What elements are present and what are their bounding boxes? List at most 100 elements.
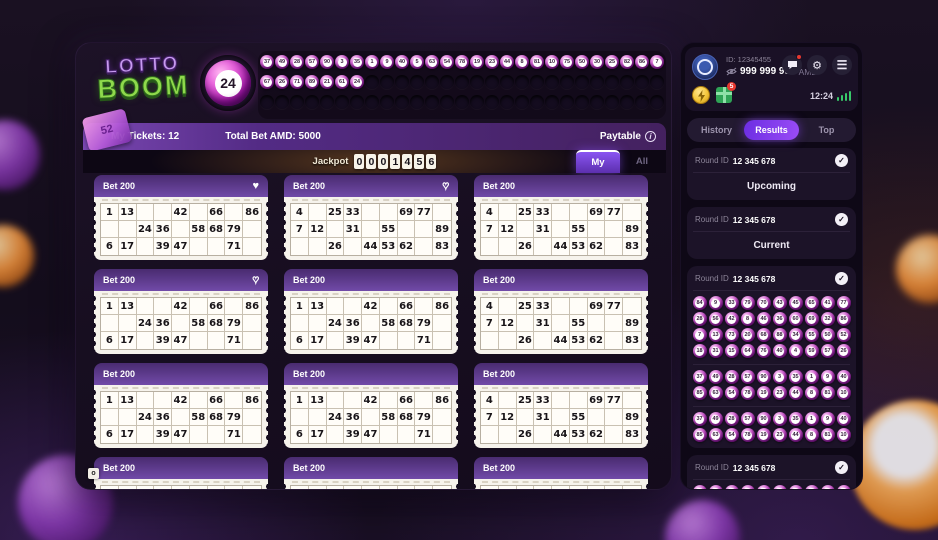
ticket-cell: 83 — [435, 241, 450, 252]
ticket-cell: 4 — [481, 392, 499, 409]
ticket-cell: 58 — [189, 409, 208, 426]
ticket-cell — [534, 426, 553, 443]
ticket-header: Bet 200 — [94, 269, 268, 291]
ticket-header: Bet 200 — [284, 175, 458, 197]
result-ball: 81 — [820, 428, 835, 442]
ticket-cell — [498, 298, 517, 315]
draw-row — [260, 95, 664, 109]
perforation-left — [93, 294, 99, 351]
ticket-cell: 66 — [207, 392, 226, 409]
ticket-cell: 71 — [225, 426, 244, 443]
ticket-cell — [398, 426, 416, 443]
round-status: Current — [753, 240, 790, 251]
drawn-ball: 35 — [350, 55, 364, 69]
ticket-cell: 13 — [118, 298, 137, 315]
ticket-cell — [433, 486, 451, 489]
scroll-marker[interactable]: o — [88, 468, 99, 479]
lotto-boom-logo: LOTTO BOOM — [87, 52, 199, 106]
empty-slot — [470, 95, 484, 109]
tab-top[interactable]: Top — [818, 125, 835, 135]
bonus-coin-button[interactable] — [692, 86, 710, 104]
empty-slot — [530, 95, 544, 109]
round-status: Upcoming — [747, 181, 796, 192]
gift-button[interactable]: 5 — [716, 82, 736, 103]
favorite-heart-icon[interactable] — [252, 275, 259, 286]
favorite-heart-icon[interactable] — [252, 181, 259, 192]
perforation-right — [643, 294, 649, 351]
empty-slot — [425, 75, 439, 89]
ticket-cell — [326, 392, 345, 409]
ticket-cell — [309, 238, 327, 255]
drawn-ball: 89 — [305, 75, 319, 89]
ticket-cell — [291, 238, 309, 255]
result-ball: 19 — [756, 428, 771, 442]
result-ball: 45 — [788, 485, 803, 489]
ticket-cell — [623, 486, 641, 489]
total-bet-label: Total Bet AMD: — [225, 131, 296, 142]
empty-slot — [485, 95, 499, 109]
ticket-cell: 68 — [397, 409, 416, 426]
round-header: Round ID 12 345 678 — [695, 154, 848, 167]
round-header: Round ID 12 345 678 — [695, 461, 848, 474]
menu-button[interactable]: ☰ — [832, 55, 852, 75]
ticket-cell: 47 — [172, 426, 190, 443]
ticket-cell — [327, 426, 345, 443]
eye-off-icon[interactable] — [726, 67, 737, 76]
tab-history[interactable]: History — [700, 125, 732, 135]
ticket-cell: 36 — [154, 409, 173, 426]
empty-slot — [365, 95, 379, 109]
favorite-heart-icon[interactable] — [442, 181, 449, 192]
ticket-cell: 42 — [172, 298, 190, 315]
ticket-cell — [379, 298, 398, 315]
ticket-header: Bet 200 — [94, 363, 268, 385]
result-ball: 85 — [692, 386, 707, 400]
ticket-cell: 17 — [119, 332, 137, 349]
perforation-right — [263, 388, 269, 445]
result-ball: 85 — [692, 428, 707, 442]
chat-button[interactable] — [782, 54, 802, 75]
result-ball: 49 — [708, 412, 723, 426]
ticket-cell: 6 — [291, 332, 309, 349]
tab-my-tickets[interactable]: My — [576, 150, 620, 173]
avatar[interactable] — [692, 54, 718, 80]
settings-button[interactable]: ⚙ — [807, 55, 827, 75]
ticket-cell — [570, 486, 588, 489]
ticket-cell — [137, 426, 155, 443]
ticket-cell: 4 — [481, 298, 499, 315]
drawn-ball: 8 — [515, 55, 529, 69]
ticket-cell — [552, 221, 570, 238]
tab-all-tickets[interactable]: All — [635, 156, 649, 167]
ticket-cell: 6 — [101, 332, 119, 349]
ticket-cell: 24 — [136, 221, 155, 238]
divider — [693, 231, 850, 232]
perforation-right — [263, 200, 269, 257]
decor-ball — [896, 235, 938, 303]
paytable-button[interactable]: Paytable i — [600, 131, 656, 142]
jackpot-digit: 5 — [414, 154, 425, 169]
result-ball: 41 — [820, 296, 835, 310]
ticket-header: Bet 200 — [94, 457, 268, 479]
ticket-cell: 89 — [623, 315, 641, 332]
empty-slot — [575, 75, 589, 89]
ticket-cell: 58 — [379, 409, 398, 426]
tab-results[interactable]: Results — [744, 120, 799, 140]
result-ball: 23 — [772, 428, 787, 442]
